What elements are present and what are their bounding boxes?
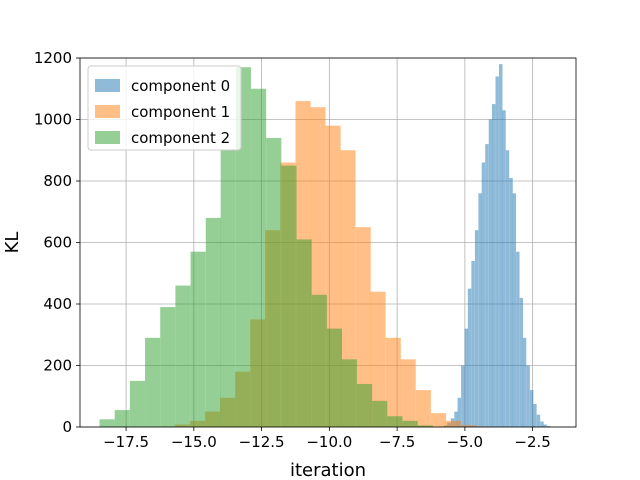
histogram-bar xyxy=(461,365,465,427)
histogram-bar xyxy=(160,307,176,427)
histogram-bar xyxy=(417,425,433,427)
histogram-bar xyxy=(478,193,482,427)
legend-label: component 1 xyxy=(131,103,230,121)
histogram-bar xyxy=(467,288,472,427)
x-tick-label: −12.5 xyxy=(239,433,285,451)
y-tick-label: 1000 xyxy=(34,111,72,129)
histogram-bar xyxy=(495,76,499,427)
legend-swatch xyxy=(95,79,120,92)
histogram-bar xyxy=(415,390,431,427)
legend-label: component 0 xyxy=(131,77,230,95)
histogram-bar xyxy=(341,359,357,427)
x-tick-label: −2.5 xyxy=(514,433,550,451)
histogram-bar xyxy=(220,150,236,427)
histogram-bar xyxy=(509,177,513,427)
y-tick-label: 1200 xyxy=(34,49,72,67)
histogram-bar xyxy=(281,165,297,427)
histogram-bar xyxy=(266,137,282,427)
histogram-bar xyxy=(205,217,221,427)
histogram-bar xyxy=(502,110,506,428)
y-tick-label: 600 xyxy=(43,234,72,252)
histogram-bar xyxy=(114,410,130,427)
histogram-bar xyxy=(175,285,191,427)
x-tick-label: −5.0 xyxy=(447,433,483,451)
histogram-bar xyxy=(235,67,251,427)
histogram-bar xyxy=(457,397,461,427)
legend-box xyxy=(87,65,242,151)
histogram-bar xyxy=(481,162,486,428)
x-tick-label: −10.0 xyxy=(306,433,352,451)
histogram-bar xyxy=(505,150,510,427)
histogram-bar xyxy=(357,383,373,427)
legend-label: component 2 xyxy=(131,129,230,147)
histogram-bar xyxy=(387,416,403,427)
histogram-bar xyxy=(512,193,517,427)
histogram-bar xyxy=(129,380,145,427)
histogram-bar xyxy=(296,239,312,427)
axis-ticks: −17.5 −15.0 −12.5 −10.0 −7.5 −5.0 −2.5 0 200 400 6… xyxy=(34,49,551,451)
histogram-bar xyxy=(326,328,343,427)
histogram-bar xyxy=(340,150,356,427)
histogram-bar xyxy=(543,424,547,427)
legend: component 0 component 1 component 2 xyxy=(87,65,242,151)
histogram-bar xyxy=(445,420,461,427)
histogram-bar xyxy=(251,88,267,427)
histogram-bar xyxy=(519,297,524,427)
histogram-bar xyxy=(99,419,115,427)
histogram-bar xyxy=(485,144,489,427)
y-tick-label: 200 xyxy=(43,357,72,375)
histogram-bar xyxy=(522,337,527,427)
histogram-bar xyxy=(491,104,496,427)
histogram-bar xyxy=(474,230,479,427)
histogram-bar xyxy=(546,426,551,427)
histogram-bar xyxy=(516,251,520,427)
histogram-bar xyxy=(454,411,458,427)
series-0 xyxy=(440,64,551,428)
histogram-bar xyxy=(533,403,537,427)
histogram-bar xyxy=(400,359,416,427)
histogram-bar xyxy=(370,291,386,427)
histogram-bar xyxy=(372,400,388,427)
histogram-bar xyxy=(430,413,447,427)
histogram-bar xyxy=(471,260,475,427)
y-axis-label: KL xyxy=(2,232,23,254)
histogram-bar xyxy=(385,337,401,427)
histogram-bar xyxy=(145,337,161,427)
histogram-bar xyxy=(499,64,503,428)
x-tick-label: −15.0 xyxy=(171,433,217,451)
y-tick-label: 800 xyxy=(43,172,72,190)
histogram-bar xyxy=(311,294,327,427)
histogram-bar xyxy=(529,390,534,427)
histogram-bar xyxy=(526,365,530,427)
histogram-bar xyxy=(355,227,371,427)
x-tick-label: −7.5 xyxy=(379,433,415,451)
bars xyxy=(99,64,551,428)
y-tick-label: 0 xyxy=(62,418,72,436)
y-tick-label: 400 xyxy=(43,295,72,313)
histogram-bar xyxy=(464,328,469,427)
histogram-bar xyxy=(461,425,477,427)
histogram-bar xyxy=(540,421,544,427)
histogram-bar xyxy=(190,251,206,427)
series-2 xyxy=(99,67,433,427)
histogram-bar xyxy=(402,420,418,427)
x-axis-label: iteration xyxy=(290,460,366,480)
legend-swatch xyxy=(95,105,120,118)
legend-swatch xyxy=(95,131,120,144)
histogram-bar xyxy=(536,414,541,427)
x-tick-label: −17.5 xyxy=(103,433,149,451)
histogram-bar xyxy=(488,119,493,427)
